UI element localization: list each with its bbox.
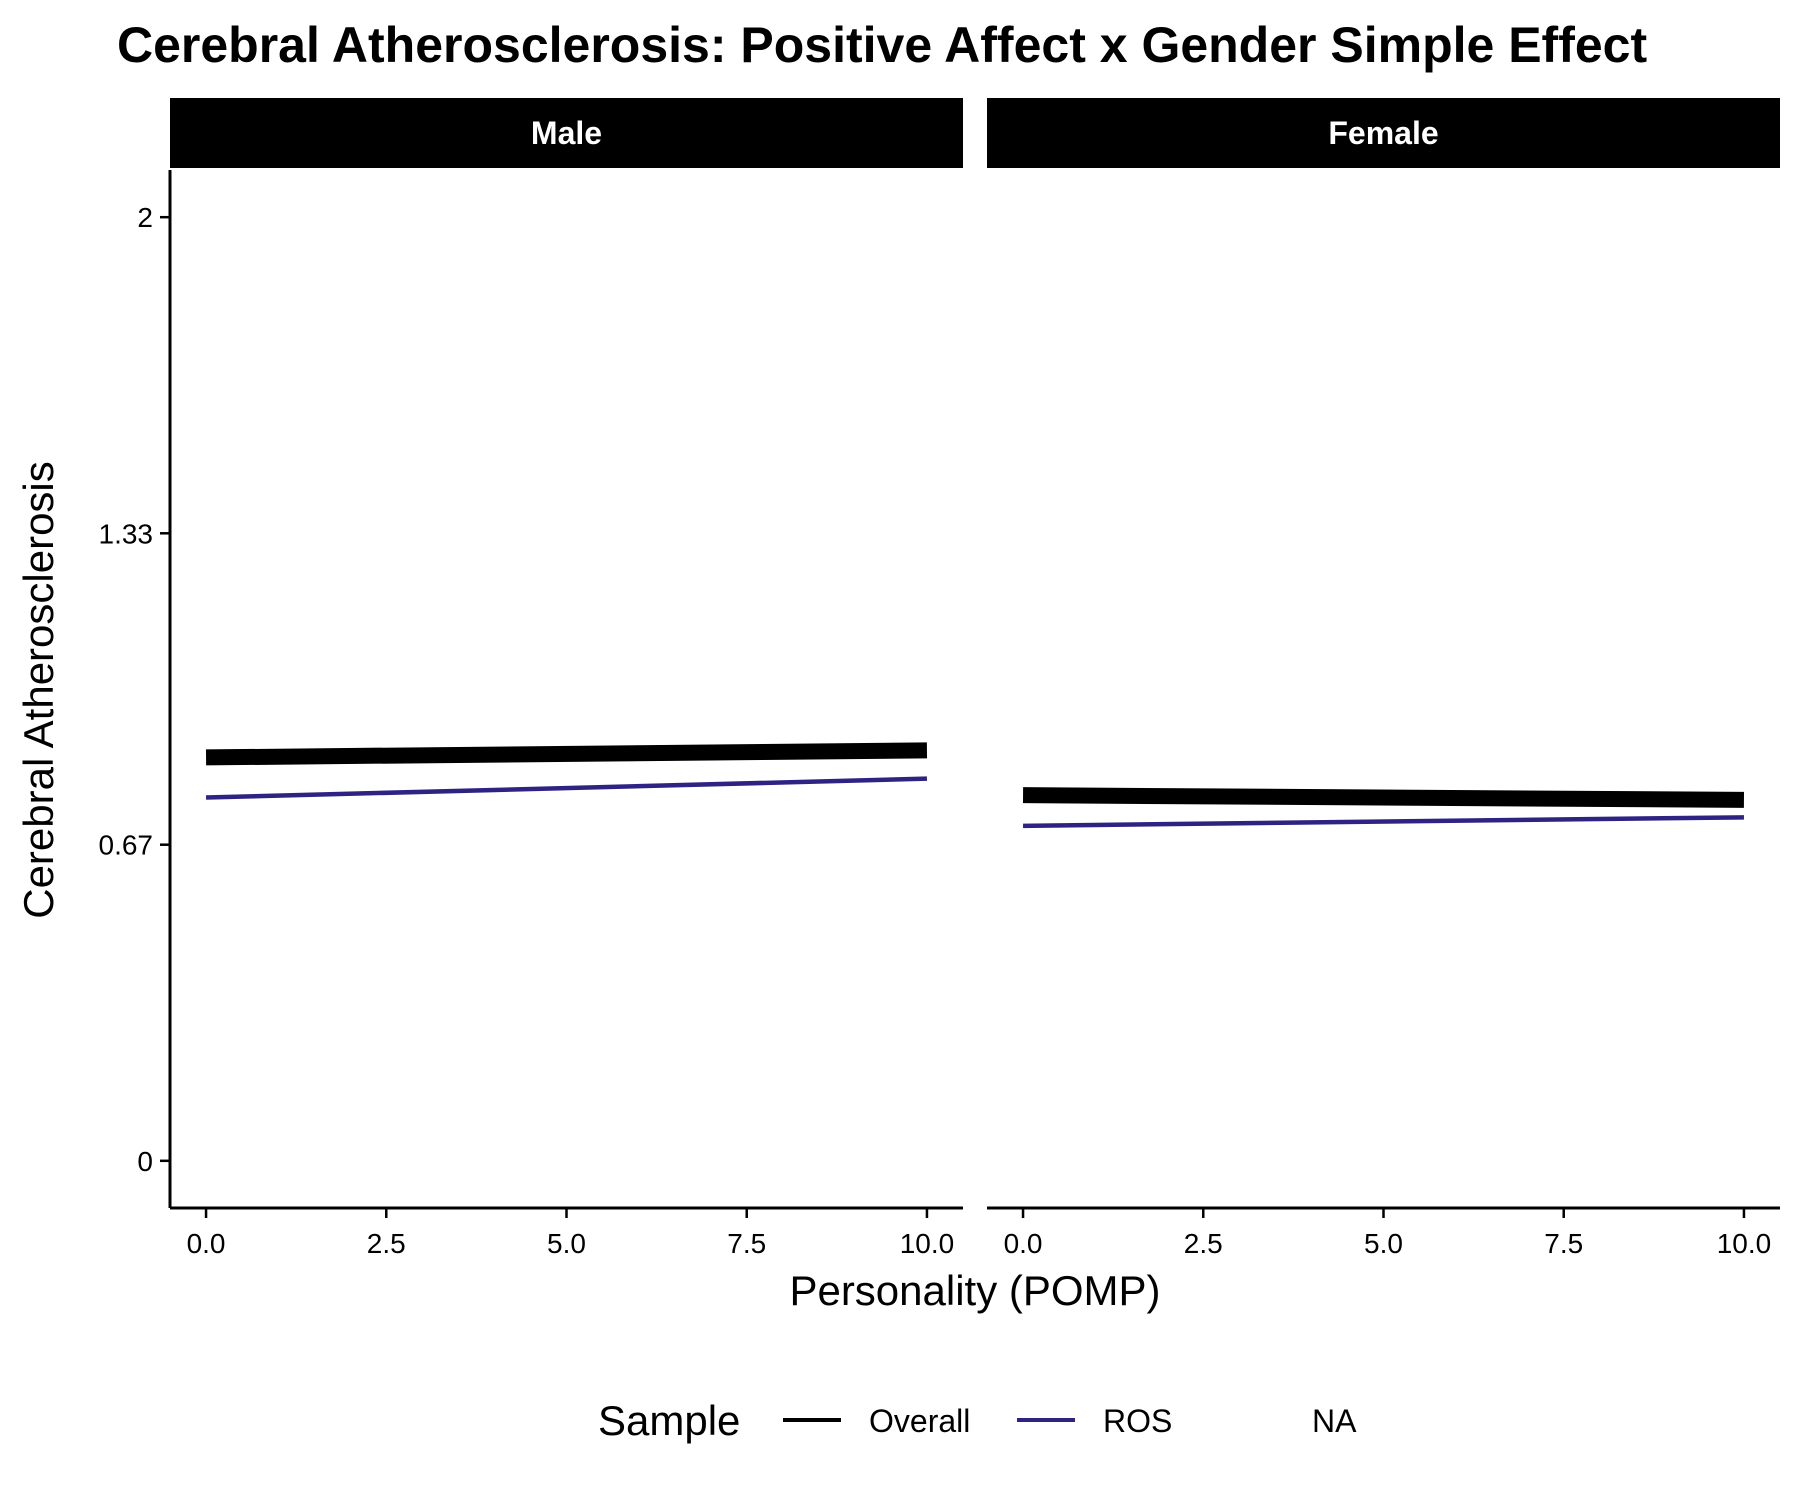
legend-title: Sample — [598, 1397, 740, 1444]
y-tick-label: 2 — [137, 202, 153, 233]
y-tick-label: 0.67 — [99, 830, 154, 861]
x-tick-label: 2.5 — [367, 1228, 406, 1259]
chart-title: Cerebral Atherosclerosis: Positive Affec… — [117, 17, 1647, 73]
x-tick-label: 5.0 — [1364, 1228, 1403, 1259]
y-tick-label: 1.33 — [99, 518, 154, 549]
legend-label-overall: Overall — [869, 1403, 970, 1439]
x-tick-label: 5.0 — [547, 1228, 586, 1259]
x-tick-label: 10.0 — [1717, 1228, 1772, 1259]
x-tick-label: 7.5 — [727, 1228, 766, 1259]
legend-label-ros: ROS — [1103, 1403, 1172, 1439]
facet-panels: Male 0.0 2.5 5.0 7.5 10.0 0 0.67 1.33 2 Female 0.0 2… — [99, 98, 1780, 1259]
x-tick-label: 0.0 — [187, 1228, 226, 1259]
facet-strip-label: Female — [1328, 115, 1438, 151]
x-tick-label: 10.0 — [900, 1228, 955, 1259]
facet-strip — [170, 98, 963, 168]
series-line-ros — [205, 776, 928, 800]
x-tick-label: 2.5 — [1184, 1228, 1223, 1259]
series-line-overall — [1022, 787, 1745, 808]
x-tick-label: 0.0 — [1004, 1228, 1043, 1259]
y-tick-label: 0 — [137, 1146, 153, 1177]
facet-panel-male: Male 0.0 2.5 5.0 7.5 10.0 0 0.67 1.33 2 — [99, 98, 963, 1259]
series-line-overall — [205, 742, 928, 766]
x-axis-title: Personality (POMP) — [789, 1267, 1160, 1314]
legend: Sample Overall ROS NA — [598, 1397, 1357, 1444]
facet-strip — [987, 98, 1780, 168]
legend-label-na: NA — [1312, 1403, 1357, 1439]
x-tick-label: 7.5 — [1544, 1228, 1583, 1259]
facet-panel-female: Female 0.0 2.5 5.0 7.5 10.0 — [987, 98, 1780, 1259]
facet-strip-label: Male — [531, 115, 602, 151]
y-axis-title: Cerebral Atherosclerosis — [15, 461, 62, 919]
series-line-ros — [1023, 815, 1744, 829]
